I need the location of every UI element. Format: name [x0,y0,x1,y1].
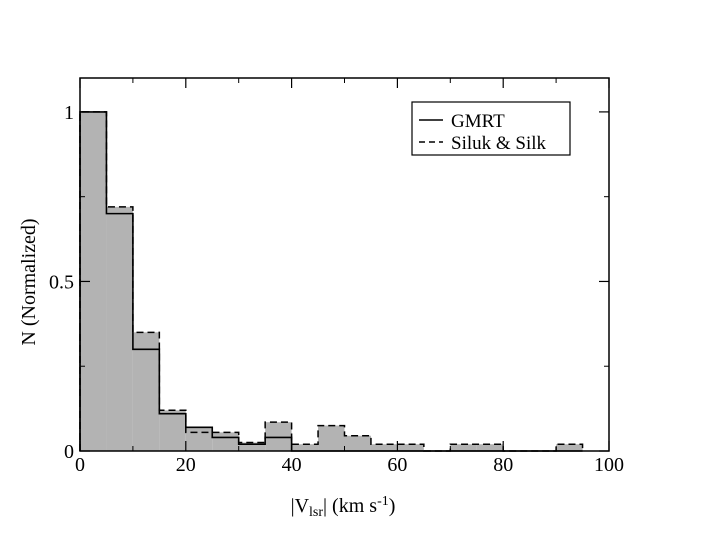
histogram-bar [132,332,160,451]
histogram-bar [159,410,186,451]
x-axis-label: |Vlsr| (km s-1) [291,494,396,521]
legend-label-gmrt: GMRT [451,111,505,132]
histogram-bar [238,442,266,451]
bars-layer [80,111,583,451]
x-axis-label-sub: lsr [309,505,323,520]
histogram-bar [450,444,477,451]
y-tick-label: 0.5 [49,271,74,293]
histogram-bar [397,444,424,451]
histogram-bar [185,427,213,451]
histogram-bar [476,444,504,451]
histogram-bar [344,435,371,451]
x-axis-label-suffix: ) [389,495,396,517]
ticks-layer: 0 20 40 60 80 100 0 0.5 1 [49,78,624,476]
x-axis-label-mid: | (km s [323,495,377,517]
x-axis-label-sup: -1 [377,494,389,509]
x-tick-label: 80 [493,454,513,476]
y-axis-label: N (Normalized) [18,218,40,345]
histogram-bar [106,206,133,451]
x-tick-label: 100 [594,454,624,476]
histogram-bar [212,432,239,451]
x-tick-label: 40 [282,454,302,476]
legend-label-siluk-silk: Siluk & Silk [451,133,547,154]
histogram-bar [370,444,398,451]
siluk-silk-step-line [79,111,584,452]
histogram-bar [318,425,345,451]
histogram-bar [291,444,319,451]
y-tick-label: 1 [64,102,74,124]
y-tick-label: 0 [64,441,74,463]
x-axis-label-prefix: |V [291,495,310,517]
x-tick-label: 20 [176,454,196,476]
siluk-silk-series [79,111,584,452]
legend: GMRT Siluk & Silk [411,101,571,156]
x-tick-label: 60 [387,454,407,476]
legend-box [411,101,571,156]
histogram-bar [265,422,292,451]
x-tick-label: 0 [75,454,85,476]
histogram-bar [556,444,583,451]
